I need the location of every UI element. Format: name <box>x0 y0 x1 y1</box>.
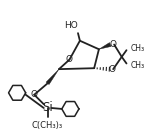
Polygon shape <box>46 69 59 84</box>
Text: O: O <box>110 40 117 49</box>
Text: Si: Si <box>42 102 53 114</box>
Text: O: O <box>66 55 73 64</box>
Text: CH₃: CH₃ <box>130 61 144 70</box>
Text: C(CH₃)₃: C(CH₃)₃ <box>32 120 63 129</box>
Polygon shape <box>99 43 111 49</box>
Text: O: O <box>31 90 38 99</box>
Text: O: O <box>109 65 116 74</box>
Text: HO: HO <box>64 21 78 30</box>
Text: CH₃: CH₃ <box>130 44 144 53</box>
